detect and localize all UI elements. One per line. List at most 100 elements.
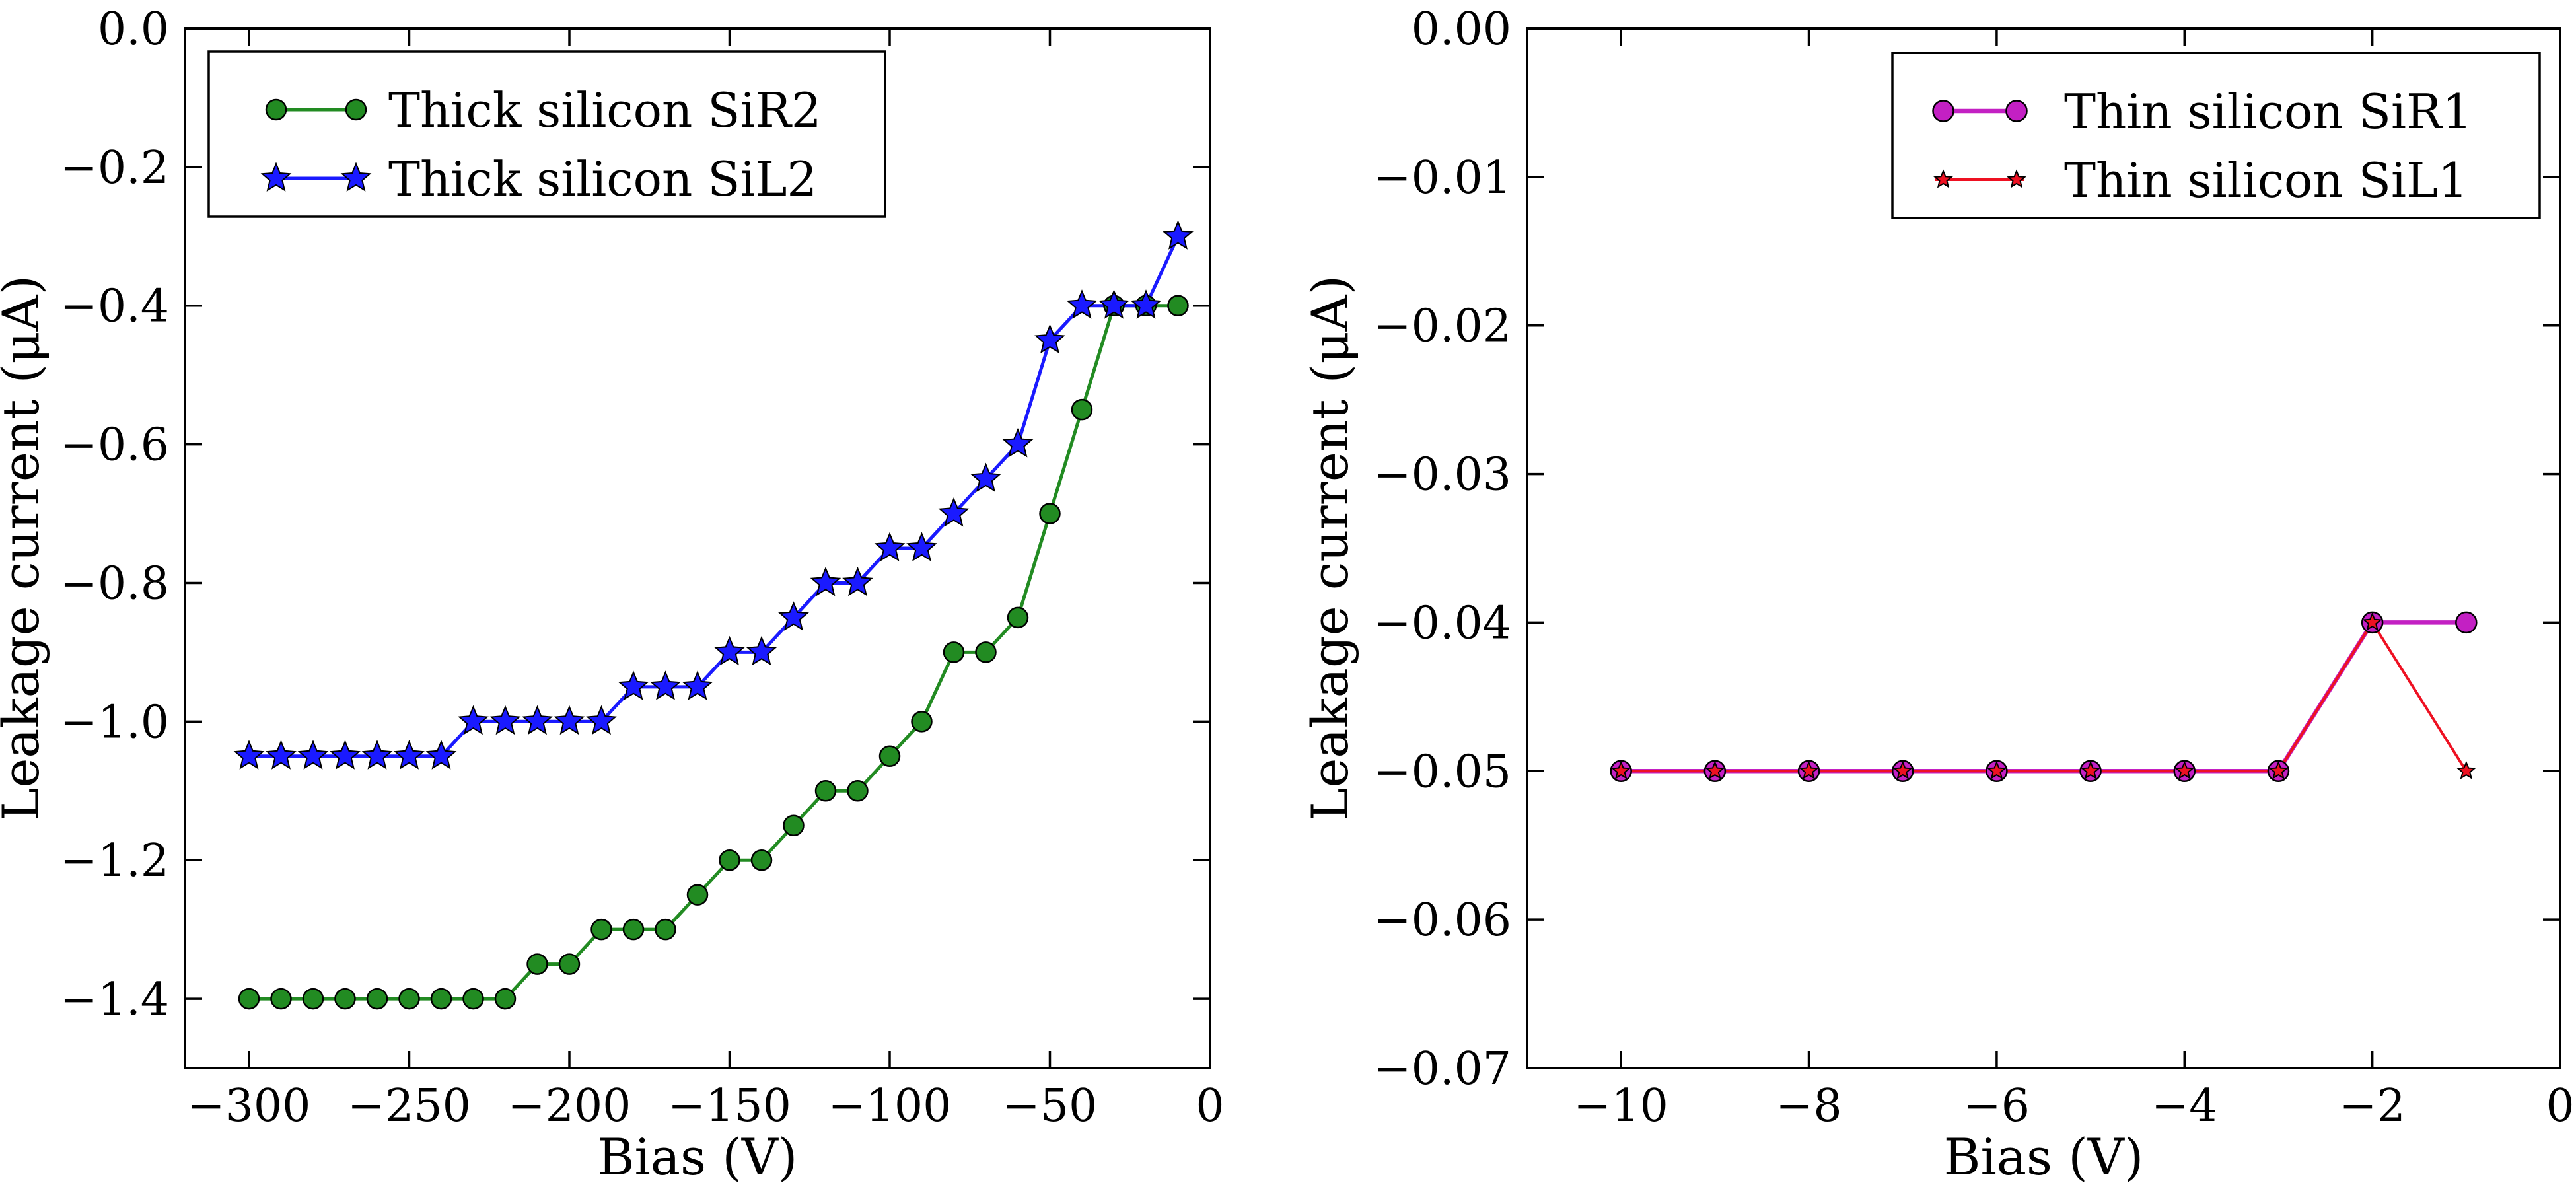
data-point: [302, 988, 324, 1010]
data-point: [394, 740, 425, 770]
x-axis-label: Bias (V): [598, 1128, 798, 1186]
legend-label: Thick silicon SiR2: [388, 83, 822, 138]
data-point: [238, 988, 260, 1010]
data-point: [943, 641, 965, 663]
circle-marker-icon: [265, 98, 287, 121]
data-point: [938, 497, 970, 527]
plot-border: [1526, 27, 2561, 1069]
star-marker-icon: [260, 162, 292, 192]
data-point: [719, 849, 740, 871]
data-point: [810, 566, 841, 596]
data-point: [366, 988, 388, 1010]
legend-label: Thin silicon SiL1: [2064, 153, 2468, 208]
circle-marker-icon: [345, 98, 367, 121]
legend: Thick silicon SiR2 Thick silicon SiL2: [207, 50, 886, 218]
data-point: [2455, 611, 2478, 634]
left-chart: −300 −250 −200 −150 −100 −50 0 0.0 −0.2 −0.4 −0.6 −…: [0, 3, 1225, 1186]
x-tick-label: −300: [188, 1080, 311, 1132]
y-tick-label: −0.02: [1374, 301, 1511, 353]
data-point: [778, 601, 809, 631]
data-point: [233, 740, 265, 770]
data-point: [270, 988, 292, 1010]
x-tick-label: −50: [1003, 1080, 1098, 1132]
y-tick-label: −0.07: [1374, 1043, 1511, 1095]
data-point: [1071, 398, 1093, 421]
x-tick-label: 0: [2546, 1080, 2574, 1132]
legend-label: Thick silicon SiL2: [388, 151, 817, 207]
x-tick-label: −150: [668, 1080, 791, 1132]
data-point: [494, 988, 517, 1010]
y-axis-label: Leakage current (μA): [0, 275, 50, 821]
y-tick-label: 0.00: [1412, 3, 1511, 55]
data-point: [746, 635, 777, 666]
circle-marker-icon: [2005, 100, 2028, 122]
data-point: [430, 988, 452, 1010]
data-point: [1002, 427, 1034, 458]
legend: Thin silicon SiR1 Thin silicon SiL1: [1891, 52, 2541, 219]
x-tick-label: −4: [2151, 1080, 2217, 1132]
series-line: [249, 304, 1178, 1001]
data-point: [297, 740, 329, 770]
y-tick-label: −1.0: [60, 696, 169, 748]
y-tick-label: −0.4: [60, 281, 169, 333]
data-point: [750, 849, 773, 871]
data-point: [398, 988, 420, 1010]
data-point: [489, 705, 521, 735]
data-point: [686, 884, 709, 906]
data-point: [2174, 760, 2195, 779]
data-point: [847, 780, 869, 802]
data-point: [2081, 760, 2100, 779]
data-point: [814, 780, 837, 802]
data-point: [2268, 760, 2289, 779]
data-point: [2456, 760, 2476, 779]
x-tick-label: 0: [1196, 1080, 1224, 1132]
data-point: [361, 740, 393, 770]
data-point: [714, 635, 745, 666]
data-point: [618, 670, 649, 700]
y-tick-label: −0.04: [1374, 597, 1511, 649]
data-point: [1611, 760, 1631, 779]
legend-box: [207, 50, 886, 218]
series-markers: [238, 295, 1189, 1010]
data-point: [650, 670, 681, 700]
data-point: [1163, 220, 1194, 250]
y-tick-label: 0.0: [98, 3, 169, 55]
x-tick-label: −2: [2340, 1080, 2406, 1132]
data-point: [906, 532, 937, 561]
data-point: [878, 745, 901, 768]
data-point: [1167, 295, 1189, 316]
star-marker-icon: [340, 162, 372, 192]
data-point: [425, 740, 457, 770]
x-tick-label: −6: [1964, 1080, 2030, 1132]
data-point: [783, 814, 805, 836]
data-point: [1130, 289, 1162, 319]
series-line: [1621, 620, 2466, 774]
circle-marker-icon: [1932, 100, 1954, 122]
data-point: [682, 670, 713, 700]
plot-border: [184, 27, 1211, 1069]
series-markers: [233, 220, 1194, 770]
data-point: [842, 566, 873, 596]
x-tick-label: −100: [828, 1080, 952, 1132]
data-point: [590, 918, 612, 941]
x-tick-label: −8: [1775, 1080, 1842, 1132]
data-point: [554, 705, 585, 735]
x-axis-label: Bias (V): [1944, 1128, 2144, 1186]
legend-box: [1891, 52, 2541, 219]
data-point: [874, 532, 906, 561]
data-point: [1799, 760, 1819, 779]
series-line: [249, 235, 1180, 758]
data-point: [1705, 760, 1725, 779]
right-chart: −10 −8 −6 −4 −2 0 0.00 −0.01 −0.02 −0.03 −0.04 −0.0…: [1301, 3, 2575, 1186]
star-marker-icon: [1933, 169, 1953, 188]
data-point: [622, 918, 645, 941]
data-point: [458, 705, 489, 735]
data-point: [586, 705, 617, 735]
y-tick-label: −1.4: [60, 974, 169, 1026]
data-point: [655, 918, 676, 941]
data-point: [330, 740, 361, 770]
y-tick-label: −0.8: [60, 558, 169, 610]
y-tick-label: −0.01: [1374, 152, 1511, 204]
data-point: [1066, 289, 1098, 319]
